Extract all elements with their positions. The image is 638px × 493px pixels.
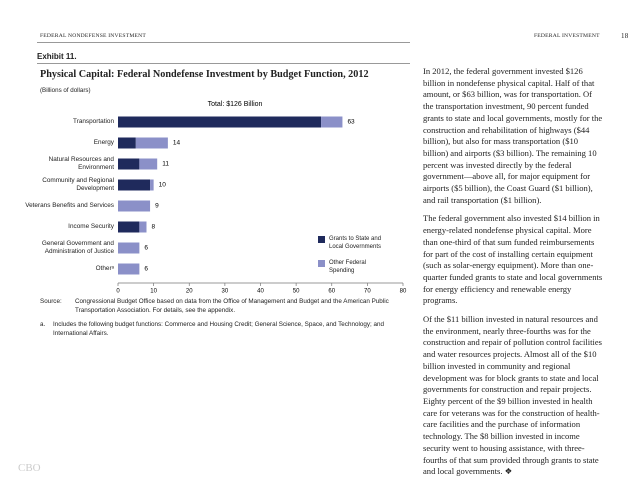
y-tick-label: Otherᵃ	[95, 265, 114, 272]
y-tick-label: Community and Regional Development	[42, 177, 114, 192]
total-label: 14	[173, 140, 181, 147]
total-label: 8	[152, 224, 156, 231]
paragraph: Of the $11 billion invested in natural r…	[423, 314, 602, 477]
body-text: In 2012, the federal government invested…	[423, 66, 603, 485]
x-tick-label: 80	[400, 289, 407, 295]
total-label: 6	[144, 245, 148, 252]
chart-subtitle: (Billions of dollars)	[40, 87, 91, 94]
bar-segment	[118, 200, 151, 212]
bar-segment	[118, 221, 140, 233]
legend-label: Grants to State and Local Governments	[329, 236, 382, 250]
total-label: 63	[347, 119, 355, 126]
legend-swatch	[318, 236, 325, 243]
y-tick-label: Transportation	[73, 118, 114, 125]
bar-segment	[118, 137, 136, 149]
bar-segment	[135, 137, 168, 149]
total-label: 6	[144, 266, 148, 273]
bar-segment	[118, 179, 151, 191]
chart-title: Physical Capital: Federal Nondefense Inv…	[40, 69, 369, 80]
rule	[37, 42, 410, 43]
watermark: CBO	[18, 462, 41, 474]
paragraph: The federal government also invested $14…	[423, 213, 603, 306]
source-text: Congressional Budget Office based on dat…	[75, 298, 389, 314]
rule	[37, 63, 410, 64]
chart-annotation: Total: $126 Billion	[208, 101, 263, 108]
y-tick-label: Energy	[93, 139, 114, 146]
bar-segment	[150, 179, 154, 191]
note-text: Includes the following budget functions:…	[53, 321, 385, 337]
x-tick-label: 0	[116, 289, 120, 295]
bar-segment	[118, 242, 140, 254]
source-label: Source:	[40, 298, 62, 305]
legend-label: Other Federal Spending	[329, 260, 367, 274]
x-tick-label: 30	[222, 289, 229, 295]
x-tick-label: 60	[328, 289, 335, 295]
page-number: 18	[621, 32, 629, 40]
exhibit-label: Exhibit 11.	[37, 52, 77, 61]
total-label: 9	[155, 203, 159, 210]
y-tick-label: General Government and Administration of…	[41, 240, 114, 255]
y-tick-label: Veterans Benefits and Services	[25, 202, 114, 209]
x-tick-label: 10	[150, 289, 157, 295]
bar-segment	[139, 221, 147, 233]
x-tick-label: 20	[186, 289, 193, 295]
bar-segment	[118, 263, 140, 275]
paragraph: In 2012, the federal government invested…	[423, 66, 603, 205]
x-tick-label: 40	[257, 289, 264, 295]
running-header: FEDERAL INVESTMENT	[534, 33, 600, 39]
x-tick-label: 70	[364, 289, 371, 295]
legend-swatch	[318, 260, 325, 267]
note-label: a.	[40, 321, 46, 328]
y-tick-label: Income Security	[68, 223, 114, 230]
chart: Total: $126 Billion 0 10 20 30 40 50 60 70 80 63 1…	[116, 101, 407, 295]
bar-segment	[321, 116, 343, 128]
total-label: 10	[159, 182, 167, 189]
total-label: 11	[162, 161, 169, 168]
x-tick-label: 50	[293, 289, 300, 295]
bar-segment	[118, 158, 140, 170]
y-tick-label: Natural Resources and Environment	[48, 156, 114, 171]
bar-segment	[139, 158, 158, 170]
running-header: FEDERAL NONDEFENSE INVESTMENT	[40, 33, 146, 39]
bar-segment	[118, 116, 322, 128]
